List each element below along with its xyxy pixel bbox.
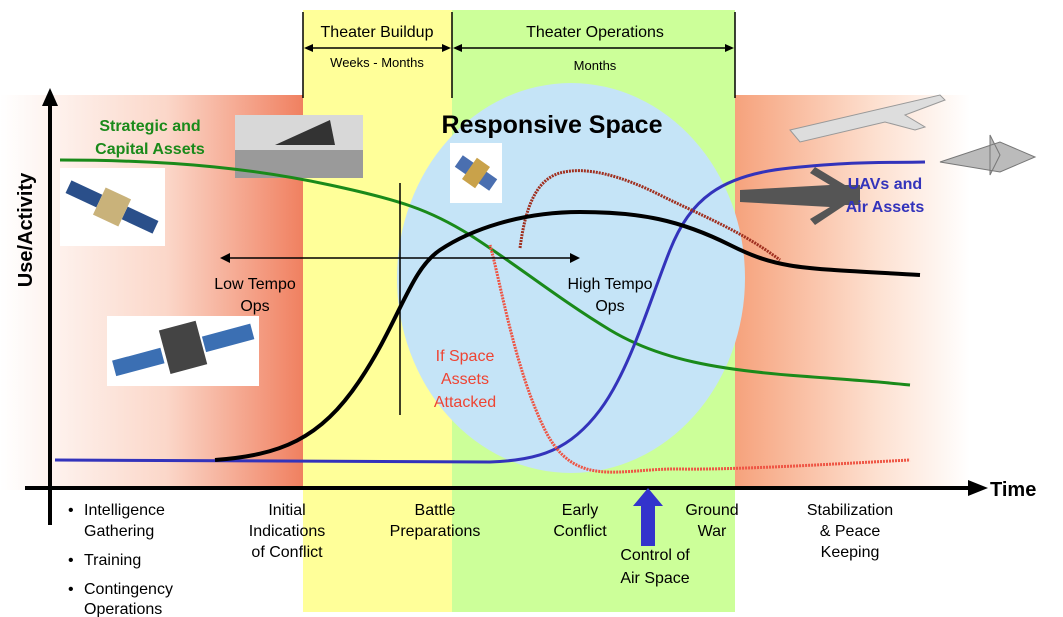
stage-text: Control of: [620, 547, 690, 564]
stage-text: Conflict: [553, 523, 607, 540]
curves: [54, 158, 926, 474]
curve-label: Attacked: [434, 394, 496, 411]
curve-label: If Space: [436, 348, 495, 365]
stage-text: Gathering: [84, 523, 154, 540]
phase-title: Theater Buildup: [321, 24, 434, 41]
stage-text: Stabilization: [807, 502, 893, 519]
curve-label: Strategic and: [99, 118, 200, 135]
y-arrowhead: [42, 88, 58, 106]
bullet: •: [68, 502, 74, 519]
stage-text: Initial: [268, 502, 305, 519]
stage-text: & Peace: [820, 523, 881, 540]
y-axis-label: Use/Activity: [15, 172, 37, 287]
tempo-label: Low Tempo: [214, 276, 296, 293]
stage-text: Indications: [249, 523, 326, 540]
stage-text: Contingency: [84, 581, 173, 598]
x-arrowhead: [968, 480, 988, 496]
bracket-arrowheads: [304, 44, 734, 52]
x-axis-label: Time: [990, 479, 1036, 501]
right-zone: [735, 95, 970, 490]
stage-text: of Conflict: [251, 544, 323, 561]
phase-subtitle: Weeks - Months: [330, 55, 424, 70]
phase-brackets: [302, 12, 736, 98]
stage-text: Operations: [84, 601, 162, 617]
region-label: Responsive Space: [442, 111, 663, 139]
stage-text: War: [698, 523, 727, 540]
stage-text: Intelligence: [84, 502, 165, 519]
stage-text: Training: [84, 552, 141, 569]
tempo-label: High Tempo: [567, 276, 652, 293]
tempo-label: Ops: [595, 298, 624, 315]
stage-text: Early: [562, 502, 598, 519]
tempo-label: Ops: [240, 298, 269, 315]
stage-text: Ground: [685, 502, 738, 519]
stage-text: Battle: [415, 502, 456, 519]
curve-label: Capital Assets: [95, 141, 205, 158]
stage-text: Keeping: [821, 544, 880, 561]
curve-label: Assets: [441, 371, 489, 388]
axes: [25, 105, 970, 525]
images: [60, 94, 1037, 386]
curve-label: UAVs and: [848, 176, 922, 193]
bullet: •: [68, 581, 74, 598]
curve-label: Air Assets: [846, 199, 925, 216]
phase-title: Theater Operations: [526, 24, 664, 41]
stage-text: Preparations: [390, 523, 481, 540]
stage-text: Air Space: [620, 570, 689, 587]
control-arrow: [633, 488, 663, 546]
bullet-list: • Intelligence Gathering • Training • Co…: [68, 502, 173, 617]
phase-subtitle: Months: [574, 58, 617, 73]
bullet: •: [68, 552, 74, 569]
